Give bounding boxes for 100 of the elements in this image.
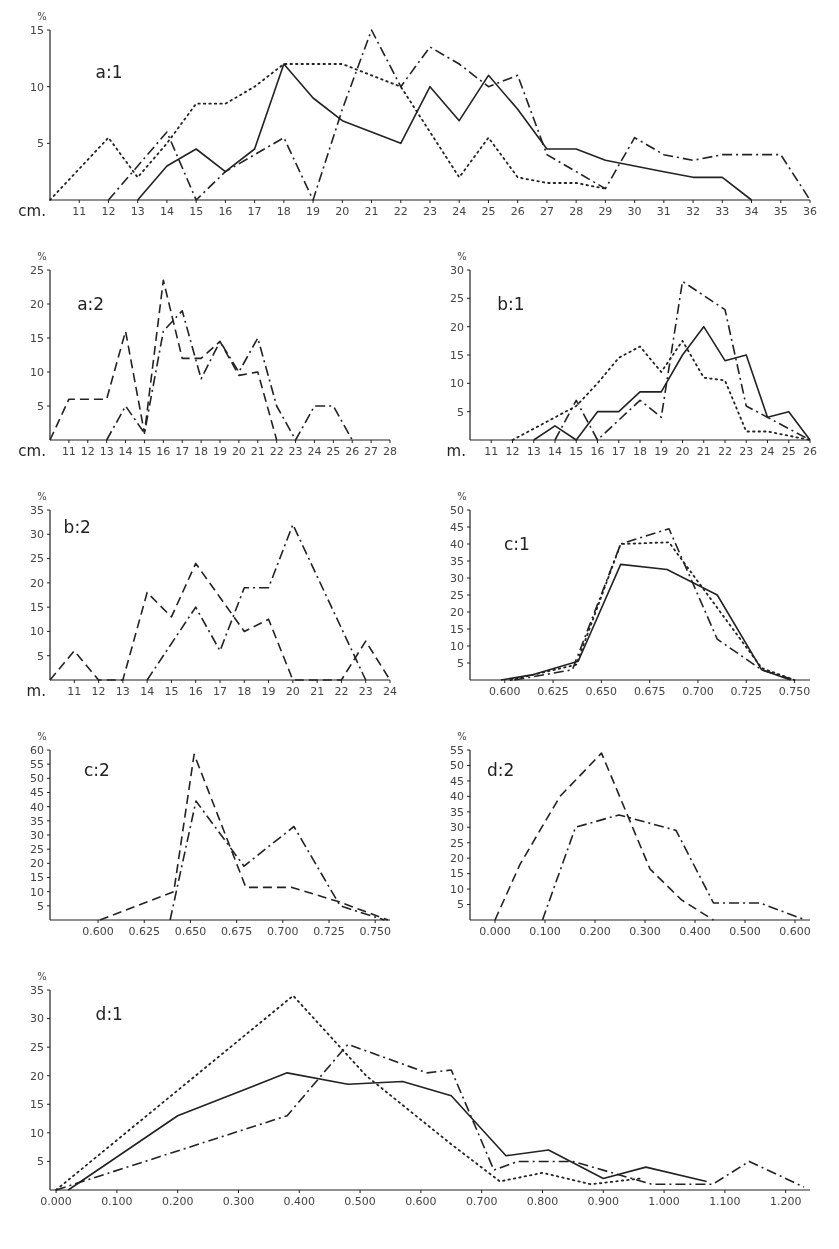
y-tick-label: 20 xyxy=(30,297,44,311)
x-tick-label: 0.700 xyxy=(682,685,714,698)
x-tick-label: 12 xyxy=(91,685,106,698)
y-tick-label: 45 xyxy=(30,786,44,800)
x-axis-title: cm. xyxy=(18,442,46,460)
x-tick-label: 13 xyxy=(99,445,114,458)
x-tick-label: 25 xyxy=(781,445,796,458)
x-tick-label: 0.400 xyxy=(679,925,711,938)
x-tick-label: 21 xyxy=(310,685,325,698)
y-tick-label: 50 xyxy=(450,503,464,517)
x-tick-label: 0.600 xyxy=(489,685,521,698)
text: c:1 xyxy=(504,533,530,554)
x-tick-label: 25 xyxy=(481,205,496,218)
x-tick-label: 14 xyxy=(140,685,155,698)
y-tick-label: 10 xyxy=(450,639,464,653)
x-tick-label: 20 xyxy=(675,445,690,458)
x-tick-label: 22 xyxy=(269,445,284,458)
y-tick-label: 25 xyxy=(450,836,464,850)
y-tick-label: 30 xyxy=(450,571,464,585)
chart-title: b:2 xyxy=(63,516,91,537)
y-tick-label: 20 xyxy=(30,857,44,871)
x-tick-label: 0.500 xyxy=(729,925,761,938)
x-tick-label: 15 xyxy=(569,445,584,458)
x-tick-label: 0.300 xyxy=(629,925,661,938)
x-tick-label: 28 xyxy=(569,205,584,218)
x-tick-label: 22 xyxy=(393,205,408,218)
x-tick-label: 0.100 xyxy=(529,925,561,938)
x-tick-label: 0.800 xyxy=(526,1195,559,1208)
y-tick-label: 5 xyxy=(457,898,464,912)
y-tick-label: 10 xyxy=(450,377,464,391)
y-tick-label: 10 xyxy=(30,1126,44,1140)
y-tick-label: 5 xyxy=(37,399,44,413)
y-axis-title: % xyxy=(457,251,467,262)
x-tick-label: 0.000 xyxy=(40,1195,72,1208)
y-axis-title: % xyxy=(37,491,47,502)
x-tick-label: 0.625 xyxy=(537,685,569,698)
y-tick-label: 10 xyxy=(30,885,44,899)
x-tick-label: 35 xyxy=(773,205,788,218)
x-tick-label: 17 xyxy=(611,445,626,458)
y-tick-label: 5 xyxy=(37,1155,44,1169)
y-tick-label: 20 xyxy=(30,576,44,590)
x-tick-label: 0.750 xyxy=(359,925,391,938)
x-tick-label: 26 xyxy=(803,445,817,458)
x-tick-label: 0.700 xyxy=(267,925,299,938)
y-tick-label: 15 xyxy=(30,331,44,345)
x-tick-label: 22 xyxy=(718,445,732,458)
x-tick-label: 15 xyxy=(137,445,152,458)
x-tick-label: 0.600 xyxy=(779,925,811,938)
x-tick-label: 21 xyxy=(364,205,379,218)
y-tick-label: 15 xyxy=(30,23,44,37)
x-axis-title: cm. xyxy=(18,202,46,220)
x-tick-label: 1.000 xyxy=(648,1195,680,1208)
x-tick-label: 0.100 xyxy=(101,1195,133,1208)
x-tick-label: 11 xyxy=(61,445,76,458)
y-tick-label: 15 xyxy=(30,1098,44,1112)
y-tick-label: 55 xyxy=(450,743,464,757)
y-tick-label: 20 xyxy=(450,605,464,619)
y-tick-label: 50 xyxy=(30,772,44,786)
y-axis-title: % xyxy=(37,731,47,742)
x-tick-label: 0.725 xyxy=(313,925,345,938)
y-tick-label: 5 xyxy=(37,899,44,913)
y-tick-label: 30 xyxy=(30,1012,44,1026)
y-tick-label: 25 xyxy=(30,1040,44,1054)
x-tick-label: 0.650 xyxy=(585,685,618,698)
y-axis-title: % xyxy=(37,971,47,982)
y-tick-label: 50 xyxy=(450,759,464,773)
y-tick-label: 15 xyxy=(450,622,464,636)
x-tick-label: 24 xyxy=(760,445,775,458)
x-tick-label: 0.650 xyxy=(174,925,207,938)
x-tick-label: 19 xyxy=(261,685,276,698)
y-tick-label: 40 xyxy=(30,800,44,814)
y-tick-label: 10 xyxy=(30,365,44,379)
x-tick-label: 20 xyxy=(335,205,350,218)
y-tick-label: 5 xyxy=(37,137,44,151)
y-tick-label: 35 xyxy=(450,805,464,819)
x-tick-label: 19 xyxy=(306,205,321,218)
y-tick-label: 25 xyxy=(30,263,44,277)
x-axis-title: m. xyxy=(26,682,46,700)
x-tick-label: 0.675 xyxy=(633,685,666,698)
y-tick-label: 35 xyxy=(30,814,44,828)
x-tick-label: 18 xyxy=(633,445,647,458)
y-tick-label: 45 xyxy=(450,520,464,534)
y-tick-label: 25 xyxy=(30,552,44,566)
text: b:1 xyxy=(497,293,525,314)
x-tick-label: 12 xyxy=(80,445,95,458)
x-tick-label: 26 xyxy=(510,205,525,218)
x-tick-label: 23 xyxy=(288,445,303,458)
x-axis-title: m. xyxy=(446,442,466,460)
x-tick-label: 23 xyxy=(739,445,754,458)
x-tick-label: 0.300 xyxy=(222,1195,255,1208)
x-tick-label: 16 xyxy=(590,445,605,458)
x-tick-label: 0.725 xyxy=(730,685,762,698)
y-tick-label: 30 xyxy=(450,263,464,277)
x-tick-label: 14 xyxy=(118,445,133,458)
x-tick-label: 1.200 xyxy=(769,1195,802,1208)
x-tick-label: 31 xyxy=(656,205,671,218)
y-tick-label: 5 xyxy=(37,649,44,663)
x-tick-label: 17 xyxy=(213,685,227,698)
x-tick-label: 21 xyxy=(250,445,265,458)
y-tick-label: 20 xyxy=(450,852,464,866)
